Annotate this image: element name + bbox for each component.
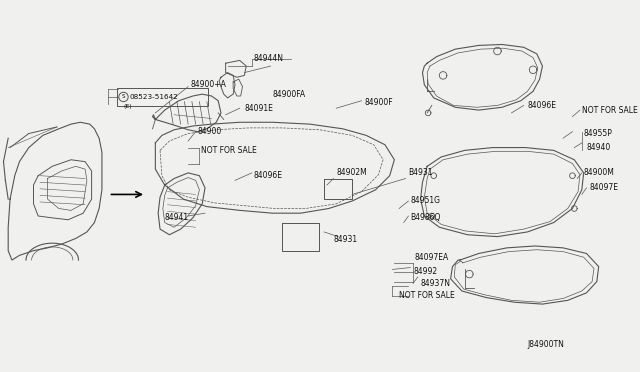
Text: 84097E: 84097E: [589, 183, 618, 192]
Text: 84091E: 84091E: [244, 104, 273, 113]
Text: 84097EA: 84097EA: [415, 253, 449, 262]
Text: 84944N: 84944N: [254, 54, 284, 63]
Text: S: S: [122, 94, 125, 99]
Text: 84941: 84941: [164, 214, 189, 222]
Text: 84900FA: 84900FA: [273, 90, 306, 99]
Text: (E): (E): [124, 104, 132, 109]
Text: 84937N: 84937N: [420, 279, 451, 288]
Text: 84096E: 84096E: [254, 171, 283, 180]
Text: 84955P: 84955P: [584, 129, 612, 138]
Text: 84992: 84992: [413, 267, 437, 276]
Text: B4931: B4931: [408, 169, 433, 177]
FancyBboxPatch shape: [117, 87, 208, 106]
Text: B4986Q: B4986Q: [410, 214, 441, 222]
Text: 84900M: 84900M: [584, 169, 614, 177]
Text: 84951G: 84951G: [410, 196, 440, 205]
Text: 84900F: 84900F: [364, 98, 393, 107]
Text: NOT FOR SALE: NOT FOR SALE: [399, 291, 455, 300]
Text: 84931: 84931: [333, 235, 358, 244]
Text: 84900+A: 84900+A: [190, 80, 226, 89]
Text: NOT FOR SALE: NOT FOR SALE: [582, 106, 637, 115]
Text: NOT FOR SALE: NOT FOR SALE: [201, 146, 257, 155]
Text: 84900: 84900: [198, 127, 222, 136]
Text: J84900TN: J84900TN: [527, 340, 564, 349]
Text: 84902M: 84902M: [336, 169, 367, 177]
Text: 08523-51642: 08523-51642: [129, 94, 178, 100]
Text: 84940: 84940: [586, 143, 611, 152]
Text: 84096E: 84096E: [527, 101, 556, 110]
